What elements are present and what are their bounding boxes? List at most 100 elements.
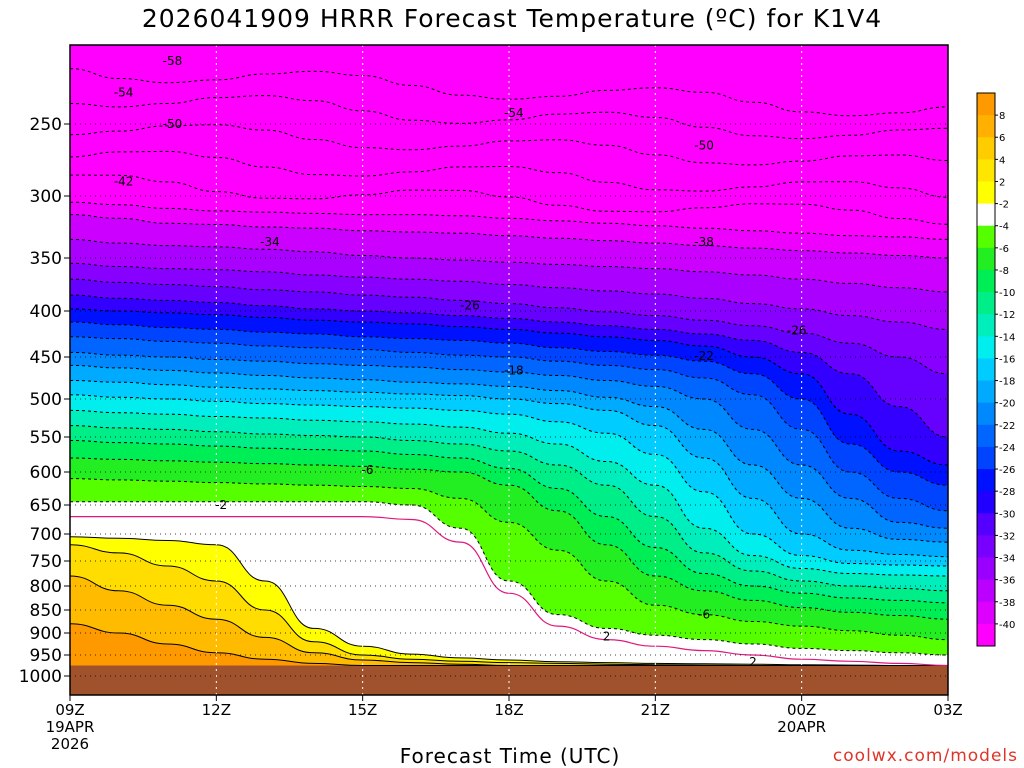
y-tick-label: 1000 <box>19 667 62 687</box>
colorbar-label: -6 <box>999 244 1009 255</box>
x-tick-label: 03Z <box>933 701 962 719</box>
contour-line--20 <box>70 351 948 529</box>
colorbar-label: 8 <box>999 111 1005 122</box>
colorbar-swatch <box>977 247 995 271</box>
contour-label: 2 <box>749 655 757 669</box>
contour-line--28 <box>70 294 948 438</box>
contour-label: -26 <box>787 323 807 337</box>
x-tick-sublabel: 2026 <box>51 735 89 753</box>
chart-title: 2026041909 HRRR Forecast Temperature (ºC… <box>141 4 883 33</box>
y-tick-label: 850 <box>30 601 62 621</box>
colorbar-label: -24 <box>999 443 1015 454</box>
colorbar-swatch <box>977 115 995 138</box>
colorbar-swatch <box>977 159 995 182</box>
colorbar-swatch <box>977 513 995 536</box>
colorbar-label: -8 <box>999 266 1009 277</box>
y-tick-label: 500 <box>30 390 62 410</box>
x-axis-title: Forecast Time (UTC) <box>399 744 621 768</box>
contour-line--22 <box>70 336 948 512</box>
colorbar-swatch <box>977 601 995 625</box>
colorbar-swatch <box>977 446 995 470</box>
colorbar-label: -10 <box>999 288 1015 299</box>
colorbar-swatch <box>977 557 995 581</box>
x-tick-label: 12Z <box>202 701 231 719</box>
colorbar-label: -32 <box>999 531 1015 542</box>
contour-label-layer: -58-54-50-42-54-50-34 -38-26-26-22-18-6-2… <box>114 54 807 669</box>
colorbar-swatch <box>977 137 995 160</box>
colorbar-swatch <box>977 424 995 448</box>
colorbar-label: -34 <box>999 554 1015 565</box>
colorbar-label: -36 <box>999 576 1015 587</box>
colorbar-swatch <box>977 181 995 205</box>
colorbar-label: -2 <box>999 200 1009 211</box>
contour-line--4 <box>70 478 948 641</box>
colorbar-swatch <box>977 269 995 293</box>
colorbar-swatch <box>977 579 995 603</box>
colorbar-swatch <box>977 491 995 514</box>
contour-label: -42 <box>114 175 134 189</box>
contour-line--44 <box>70 201 948 240</box>
contour-line--6 <box>70 457 948 620</box>
x-tick-sublabel: 19APR <box>46 718 95 736</box>
colorbar-swatch <box>977 402 995 426</box>
contour-line-upper--54 <box>70 95 948 140</box>
colorbar-swatch <box>977 93 995 116</box>
contour-label: -18 <box>504 363 524 377</box>
colorbar-swatch <box>977 358 995 382</box>
y-tick-label: 400 <box>30 302 62 322</box>
y-tick-label: 350 <box>30 249 62 269</box>
colorbar-label: -12 <box>999 310 1015 321</box>
contour-line--24 <box>70 321 948 486</box>
contour-line--8 <box>70 440 948 604</box>
colorbar-label: -28 <box>999 487 1015 498</box>
y-tick-label: 450 <box>30 348 62 368</box>
colorbar-label: 6 <box>999 133 1005 144</box>
contour-label: -6 <box>362 463 374 477</box>
colorbar-label: -16 <box>999 354 1015 365</box>
colorbar-swatch <box>977 380 995 404</box>
colorbar-frame <box>976 92 996 647</box>
colorbar-swatch <box>977 203 995 227</box>
colorbar-swatch <box>977 292 995 315</box>
colorbar-swatch <box>977 535 995 559</box>
colorbar-swatch <box>977 314 995 337</box>
x-tick-label: 18Z <box>494 701 523 719</box>
contour-line--16 <box>70 380 948 558</box>
colorbar-label: 4 <box>999 155 1005 166</box>
contour-label: -2 <box>215 498 227 512</box>
contour-label: -26 <box>460 299 480 313</box>
colorbar-swatch <box>977 336 995 359</box>
colorbar-label: 2 <box>999 177 1005 188</box>
contour-label: -22 <box>694 349 714 363</box>
credit-link[interactable]: coolwx.com/models <box>832 746 1018 766</box>
contour-label: -54 <box>114 85 134 99</box>
colorbar-label: -30 <box>999 509 1015 520</box>
contour-label: -50 <box>163 117 183 131</box>
y-tick-label: 600 <box>30 463 62 483</box>
contour-line-upper--46 <box>70 150 948 198</box>
y-tick-label: 300 <box>30 187 62 207</box>
contour-label: -6 <box>698 608 710 622</box>
colorbar-label: -18 <box>999 377 1015 388</box>
x-tick-label: 15Z <box>348 701 377 719</box>
colorbar-swatch <box>977 469 995 492</box>
x-tick-label: 00Z <box>787 701 816 719</box>
colorbar-label: -22 <box>999 421 1015 432</box>
colorbar-label: -14 <box>999 332 1015 343</box>
y-tick-label: 750 <box>30 552 62 572</box>
contour-line--10 <box>70 425 948 592</box>
colorbar-label: -40 <box>999 620 1015 631</box>
contour-label: -38 <box>694 235 714 249</box>
colorbar-label: -38 <box>999 598 1015 609</box>
contour-line--26 <box>70 308 948 466</box>
y-tick-label: 550 <box>30 428 62 448</box>
colorbar-label: -20 <box>999 399 1015 410</box>
y-tick-label: 800 <box>30 577 62 597</box>
colorbar: 8 6 4 2 -2 -4 -6 -8 -10 -12 -14 -16 -18 -20 -22 -24 -26 -… <box>976 92 1015 647</box>
contour-label: -34 <box>260 235 280 249</box>
contour-label: -58 <box>163 54 183 68</box>
x-tick-label: 09Z <box>55 701 84 719</box>
contour-line--32 <box>70 262 948 330</box>
